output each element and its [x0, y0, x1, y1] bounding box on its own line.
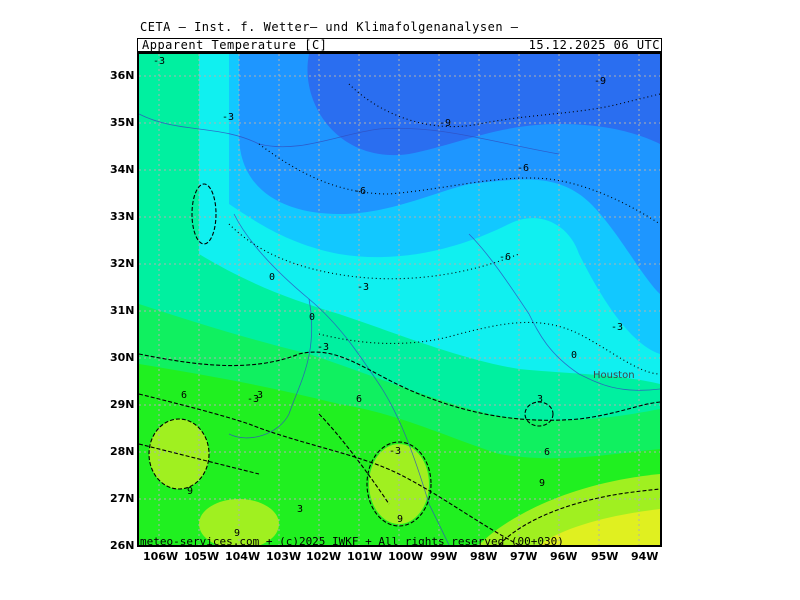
temperature-field	[139, 54, 660, 545]
contour-label: -3	[357, 282, 370, 293]
contour-label: -9	[594, 76, 607, 87]
map-source-title: CETA — Inst. f. Wetter— und Klimafolgena…	[140, 20, 519, 34]
contour-label: -3	[247, 394, 260, 405]
contour-label: 6	[181, 390, 188, 401]
contour-label: 9	[539, 478, 546, 489]
contour-label: 0	[309, 312, 316, 323]
lat-label: 31N	[110, 304, 135, 317]
contour-label: -3	[153, 56, 166, 67]
contour-label: 6	[544, 447, 551, 458]
contour-label: -3	[611, 322, 624, 333]
contour-label: 3	[257, 390, 264, 401]
contour-label: -3	[317, 342, 330, 353]
lon-label: 99W	[430, 550, 458, 563]
lat-label: 30N	[110, 351, 135, 364]
lon-label: 103W	[266, 550, 302, 563]
valid-time: 15.12.2025 06 UTC	[528, 38, 660, 52]
copyright-notice: meteo-services.com + (c)2025 IWKF + All …	[140, 535, 564, 548]
lat-label: 28N	[110, 445, 135, 458]
lat-label: 35N	[110, 116, 135, 129]
weather-map: -3 -3 -3 -6 -6 -9 -9 -6 -3 -3 -3 0 0 0 -…	[137, 52, 662, 547]
contour-label: 3	[297, 504, 304, 515]
lat-label: 34N	[110, 163, 135, 176]
positive-contours	[139, 183, 660, 545]
lat-label: 27N	[110, 492, 135, 505]
city-label-houston: Houston	[593, 370, 635, 381]
lat-label: 36N	[110, 69, 135, 82]
lon-label: 94W	[631, 550, 659, 563]
lon-label: 98W	[470, 550, 498, 563]
band-m9	[307, 54, 660, 156]
variable-title: Apparent_Temperature [C]	[142, 38, 328, 52]
contour-label: -9	[439, 118, 452, 129]
lat-label: 26N	[110, 539, 135, 552]
borders-rivers	[139, 113, 660, 545]
lon-label: 97W	[510, 550, 538, 563]
warm-pocket-south	[199, 499, 279, 545]
lon-label: 104W	[225, 550, 261, 563]
band-15	[539, 509, 660, 545]
lon-label: 105W	[184, 550, 220, 563]
lon-label: 101W	[347, 550, 383, 563]
contour-label: 3	[537, 394, 544, 405]
lon-label: 100W	[388, 550, 424, 563]
lat-label: 29N	[110, 398, 135, 411]
contour-label: -6	[354, 186, 367, 197]
contour-label: 9	[234, 528, 241, 539]
warm-pocket-west	[149, 419, 209, 489]
contour-label: -3	[222, 112, 235, 123]
contour-label: 6	[356, 394, 363, 405]
contour-label: -6	[517, 163, 530, 174]
contour-label: -6	[499, 252, 512, 263]
contour-label: 9	[187, 486, 194, 497]
lon-label: 96W	[550, 550, 578, 563]
contour-label: 9	[397, 514, 404, 525]
contour-label: 0	[571, 350, 578, 361]
lon-label: 95W	[591, 550, 619, 563]
title-box	[137, 38, 662, 52]
lat-label: 33N	[110, 210, 135, 223]
lat-label: 32N	[110, 257, 135, 270]
contour-label: 0	[269, 272, 276, 283]
lon-label: 106W	[143, 550, 179, 563]
lon-label: 102W	[306, 550, 342, 563]
contour-label: -3	[389, 446, 402, 457]
negative-contours	[228, 83, 660, 375]
